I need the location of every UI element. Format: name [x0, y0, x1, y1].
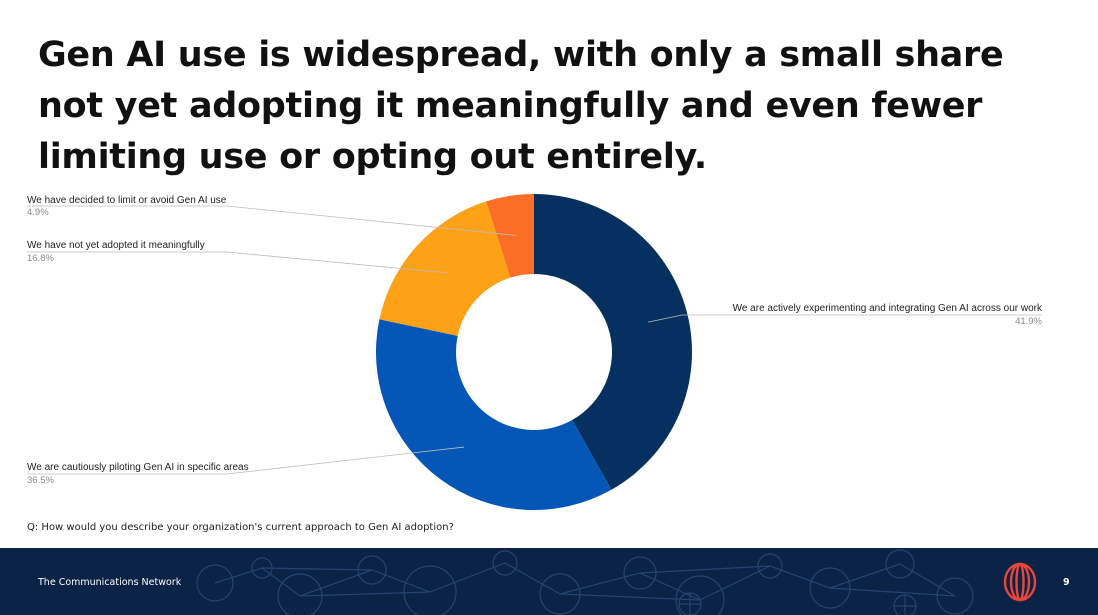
footer-organization: The Communications Network [38, 577, 182, 588]
leader-line [27, 251, 447, 274]
donut-chart: We are actively experimenting and integr… [27, 194, 1043, 510]
page-number: 9 [1063, 577, 1070, 588]
slice-label-not-adopted: We have not yet adopted it meaningfully [27, 240, 205, 251]
footer-bar: The Communications Network 9 [0, 548, 1098, 615]
slice-label-limit-avoid: We have decided to limit or avoid Gen AI… [27, 195, 227, 206]
slice-value-limit-avoid: 4.9% [27, 207, 49, 218]
slice-value-experimenting: 41.9% [1015, 316, 1042, 327]
concentric-rings-logo-icon [1003, 562, 1037, 602]
slice-value-not-adopted: 16.8% [27, 253, 54, 264]
donut-slices [375, 194, 693, 510]
slice-value-piloting: 36.5% [27, 475, 54, 486]
slice-limit-avoid [486, 194, 534, 278]
slice-experimenting [534, 194, 693, 490]
slice-label-piloting: We are cautiously piloting Gen AI in spe… [27, 462, 249, 473]
slice-label-experimenting: We are actively experimenting and integr… [733, 303, 1043, 314]
slide-title: Gen AI use is widespread, with only a sm… [38, 35, 1004, 177]
slice-not-adopted [379, 201, 511, 336]
leader-line [27, 446, 465, 475]
slice-piloting [375, 319, 612, 510]
leader-line [648, 314, 1042, 323]
label-leaders [27, 205, 1042, 475]
survey-question: Q: How would you describe your organizat… [27, 522, 454, 533]
network-pattern-decoration [196, 549, 974, 615]
leader-line [27, 205, 516, 236]
